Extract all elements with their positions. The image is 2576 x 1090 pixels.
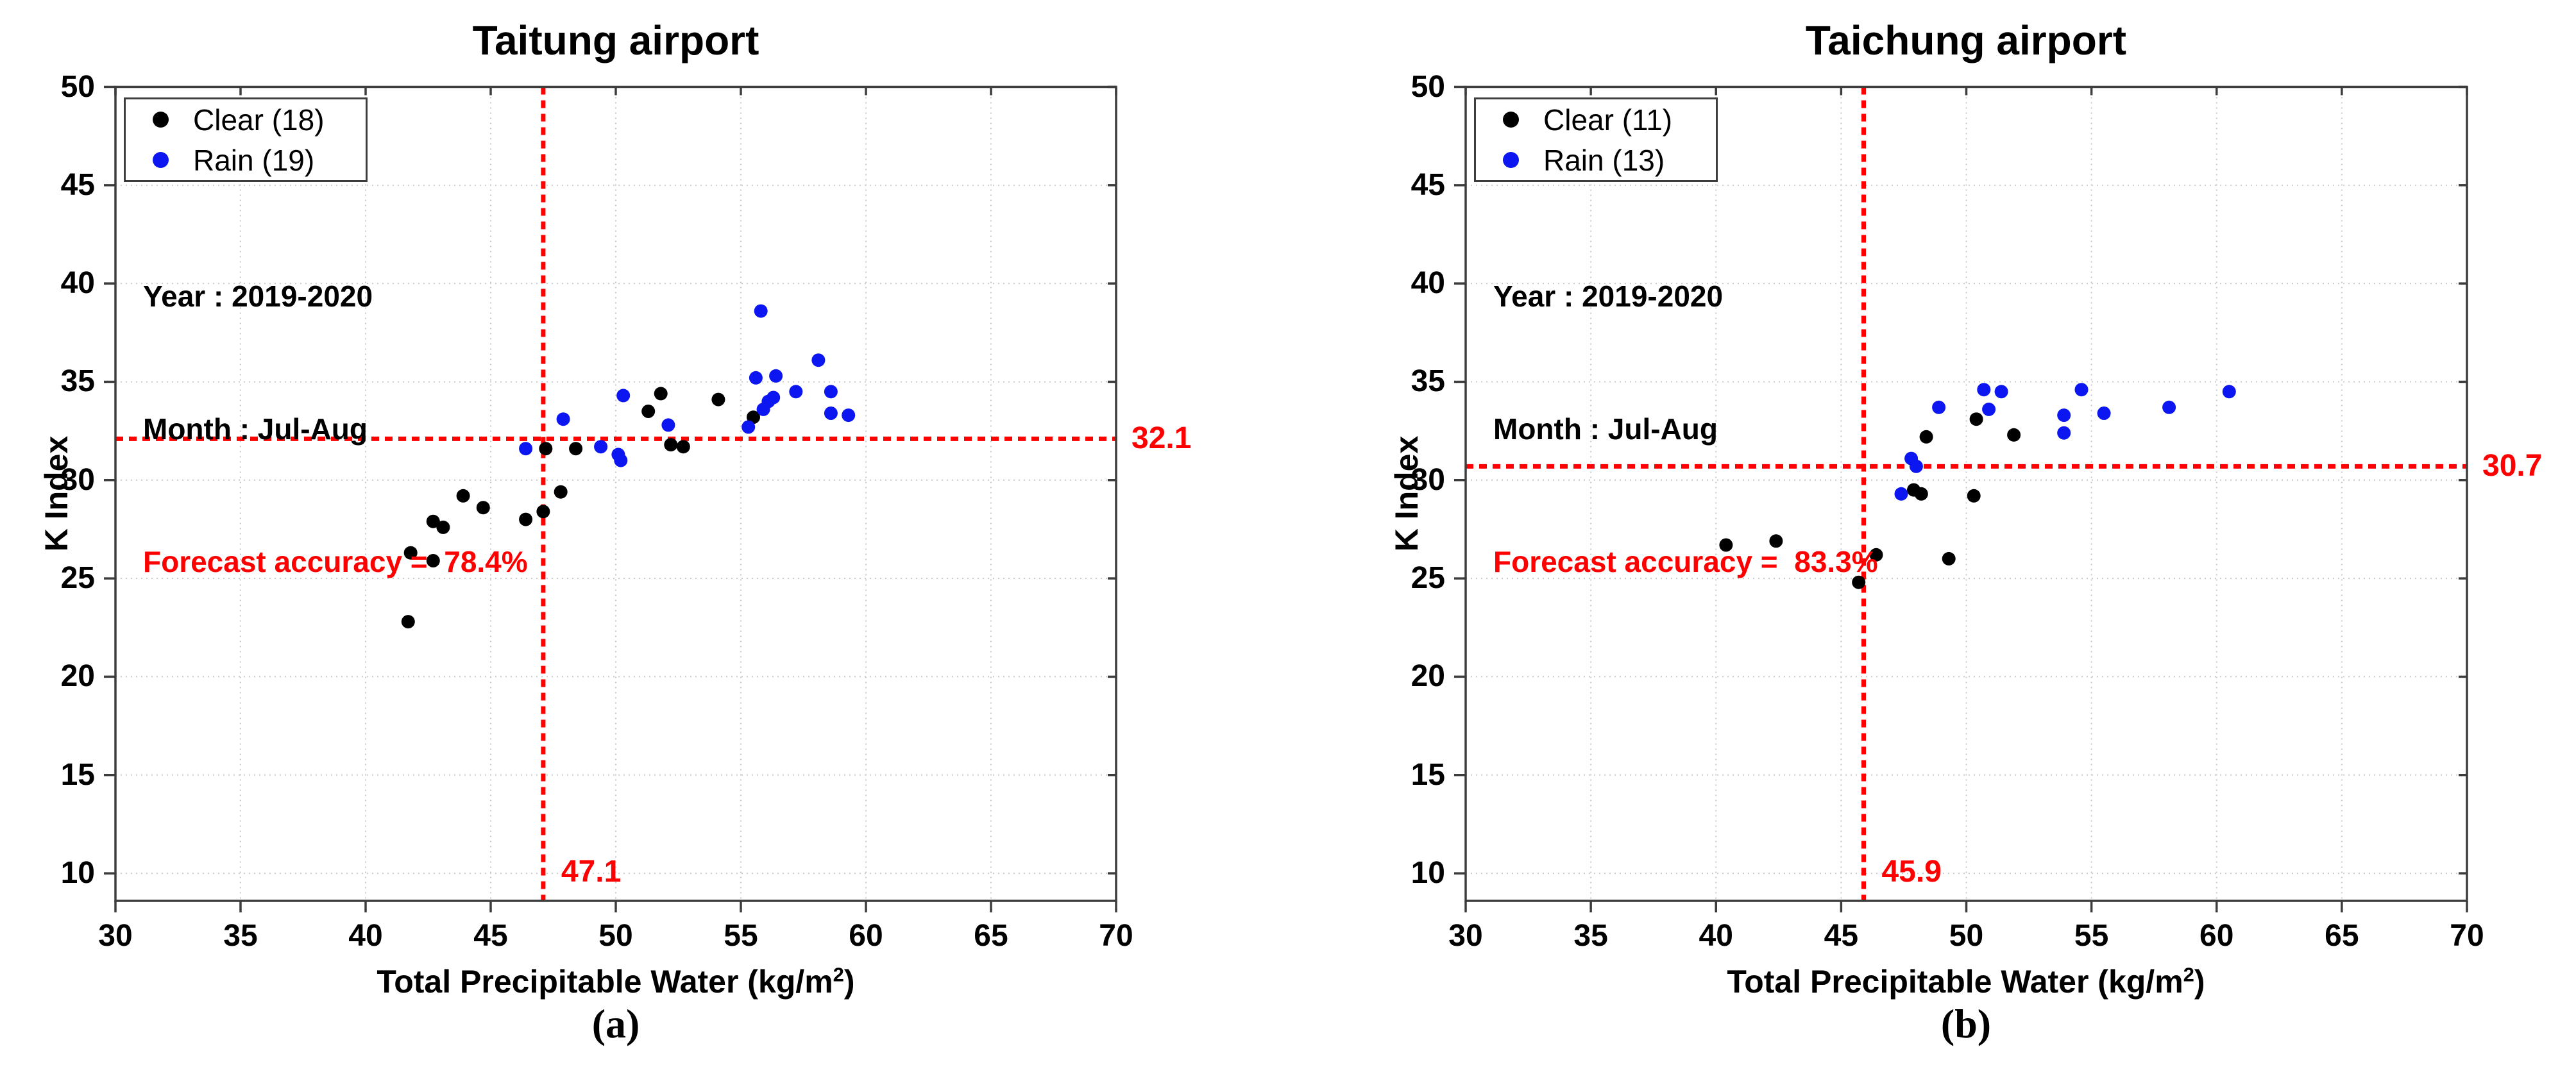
y-tick-label: 35 [1411, 364, 1445, 399]
x-tick-label: 45 [473, 919, 508, 953]
x-tick-label: 30 [1448, 919, 1483, 953]
x-axis-label: Total Precipitable Water (kg/m2) [377, 963, 855, 1000]
x-tick-label: 55 [2074, 919, 2109, 953]
y-tick-label: 45 [60, 167, 95, 202]
x-tick-label: 50 [598, 919, 633, 953]
crosshair-x-label: 45.9 [1881, 855, 1942, 889]
rain-dot-icon [1503, 152, 1519, 168]
crosshair-y-label: 30.7 [2482, 449, 2543, 483]
x-tick-label: 60 [849, 919, 883, 953]
y-tick-label: 30 [60, 462, 95, 497]
x-tick-label: 60 [2199, 919, 2234, 953]
y-tick-label: 50 [1411, 69, 1445, 104]
legend-label-clear: Clear (11) [1543, 103, 1673, 137]
y-tick-label: 20 [60, 659, 95, 694]
x-tick-label: 40 [348, 919, 383, 953]
legend: Clear (11) Rain (13) [1474, 97, 1718, 182]
x-tick-label: 40 [1699, 919, 1733, 953]
x-tick-label: 70 [2450, 919, 2484, 953]
y-tick-label: 25 [60, 561, 95, 596]
legend-row-rain: Rain (13) [1503, 143, 1716, 178]
y-tick-label: 40 [1411, 266, 1445, 301]
y-tick-label: 20 [1411, 659, 1445, 694]
legend-label-rain: Rain (13) [1543, 143, 1665, 177]
y-tick-label: 10 [60, 856, 95, 891]
annotation-year: Year : 2019-2020 [1493, 280, 1724, 313]
plot-title: Taitung airport [472, 17, 759, 63]
crosshair-y-label: 32.1 [1131, 421, 1192, 456]
crosshair-x-label: 47.1 [561, 855, 622, 889]
y-tick-label: 25 [1411, 561, 1445, 596]
legend: Clear (18) Rain (19) [124, 97, 368, 182]
annotation-accuracy: Forecast accuracy = 78.4% [143, 545, 528, 578]
x-tick-label: 70 [1099, 919, 1133, 953]
x-tick-label: 55 [724, 919, 758, 953]
y-tick-label: 30 [1411, 462, 1445, 497]
x-tick-label: 65 [974, 919, 1008, 953]
legend-label-rain: Rain (19) [193, 143, 315, 177]
x-tick-label: 50 [1949, 919, 1984, 953]
x-tick-label: 65 [2325, 919, 2359, 953]
clear-dot-icon [1503, 112, 1519, 128]
y-tick-label: 15 [60, 757, 95, 792]
x-tick-label: 35 [1573, 919, 1608, 953]
y-tick-label: 50 [60, 69, 95, 104]
annotation-month: Month : Jul-Aug [143, 412, 368, 446]
annotations: Year : 2019-2020 Month : Jul-Aug Forecas… [143, 186, 631, 673]
rain-dot-icon [153, 152, 169, 168]
legend-row-rain: Rain (19) [153, 143, 366, 178]
y-tick-label: 35 [60, 364, 95, 399]
panel-label-b: (b) [1940, 1001, 1992, 1046]
legend-label-clear: Clear (18) [193, 103, 325, 137]
plot-title: Taichung airport [1805, 17, 2127, 63]
panel-label-a: (a) [591, 1001, 640, 1046]
annotation-month: Month : Jul-Aug [1493, 412, 1718, 446]
clear-dot-icon [153, 112, 169, 128]
y-tick-label: 40 [60, 266, 95, 301]
y-tick-label: 15 [1411, 757, 1445, 792]
x-axis-label: Total Precipitable Water (kg/m2) [1727, 963, 2205, 1000]
legend-row-clear: Clear (11) [1503, 103, 1716, 137]
y-tick-label: 45 [1411, 167, 1445, 202]
annotations: Year : 2019-2020 Month : Jul-Aug Forecas… [1493, 186, 1981, 673]
legend-row-clear: Clear (18) [153, 103, 366, 137]
x-tick-label: 35 [223, 919, 258, 953]
y-tick-label: 10 [1411, 856, 1445, 891]
x-tick-label: 30 [98, 919, 133, 953]
annotation-year: Year : 2019-2020 [143, 280, 373, 313]
x-tick-label: 45 [1824, 919, 1859, 953]
annotation-accuracy: Forecast accuracy = 83.3% [1493, 545, 1878, 578]
